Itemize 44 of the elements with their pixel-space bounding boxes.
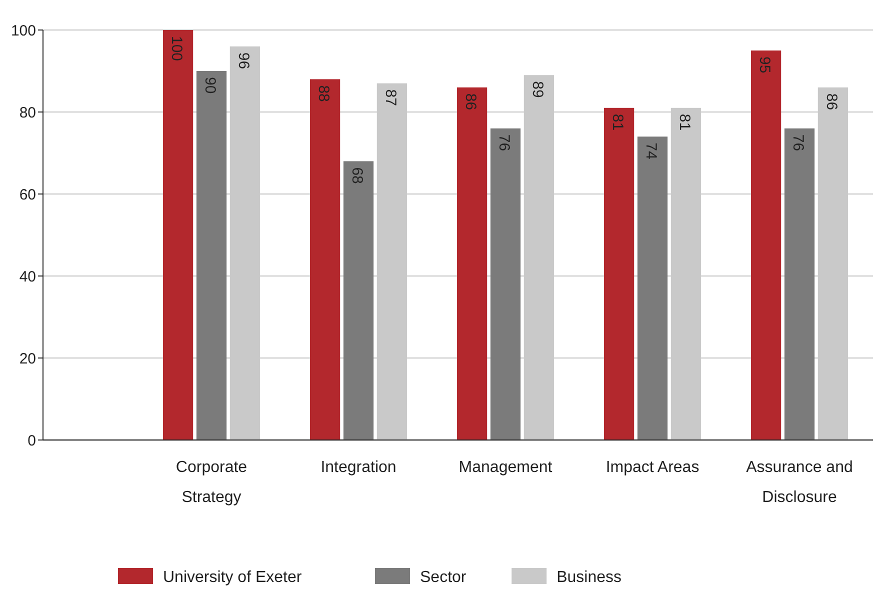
data-label: 81 [676, 114, 693, 131]
data-label: 96 [234, 52, 252, 70]
legend-label: University of Exeter [163, 569, 302, 586]
y-tick-label: 20 [19, 350, 36, 368]
data-label: 76 [496, 134, 512, 152]
bar [343, 161, 374, 440]
y-tick-label: 60 [19, 186, 36, 204]
bar [310, 79, 340, 440]
y-tick-label: 100 [10, 22, 36, 40]
bar [750, 50, 782, 440]
bar [376, 83, 408, 440]
bar [784, 128, 815, 440]
x-tick-label: Assurance and Disclosure [746, 459, 853, 506]
bar [524, 75, 554, 440]
data-label: 95 [756, 56, 774, 74]
bar [670, 108, 702, 440]
y-tick-label: 0 [28, 432, 36, 450]
data-label: 86 [822, 93, 840, 110]
data-label: 68 [348, 167, 366, 184]
legend-label: Business [556, 569, 622, 586]
bar [230, 46, 260, 440]
bar [456, 87, 488, 440]
y-tick-label: 40 [19, 268, 36, 286]
data-label: 87 [382, 89, 399, 106]
data-label: 86 [462, 93, 480, 110]
bar [162, 30, 194, 440]
data-label: 88 [315, 85, 332, 102]
bar [604, 108, 634, 440]
data-label: 81 [609, 114, 626, 131]
bar [490, 128, 521, 440]
y-tick-label: 80 [19, 104, 36, 122]
x-tick-label: Corporate Strategy [176, 459, 248, 506]
x-tick-label: Integration [320, 459, 396, 476]
bar [637, 136, 668, 440]
bar [196, 71, 227, 440]
data-label: 89 [528, 81, 546, 98]
legend-label: Sector [420, 569, 467, 586]
bar [818, 87, 848, 440]
data-label: 90 [202, 77, 218, 94]
x-tick-label: Management [458, 459, 553, 476]
data-label: 76 [790, 134, 806, 152]
x-tick-label: Impact Areas [606, 459, 700, 476]
data-label: 100 [168, 36, 186, 62]
data-label: 74 [642, 142, 660, 160]
